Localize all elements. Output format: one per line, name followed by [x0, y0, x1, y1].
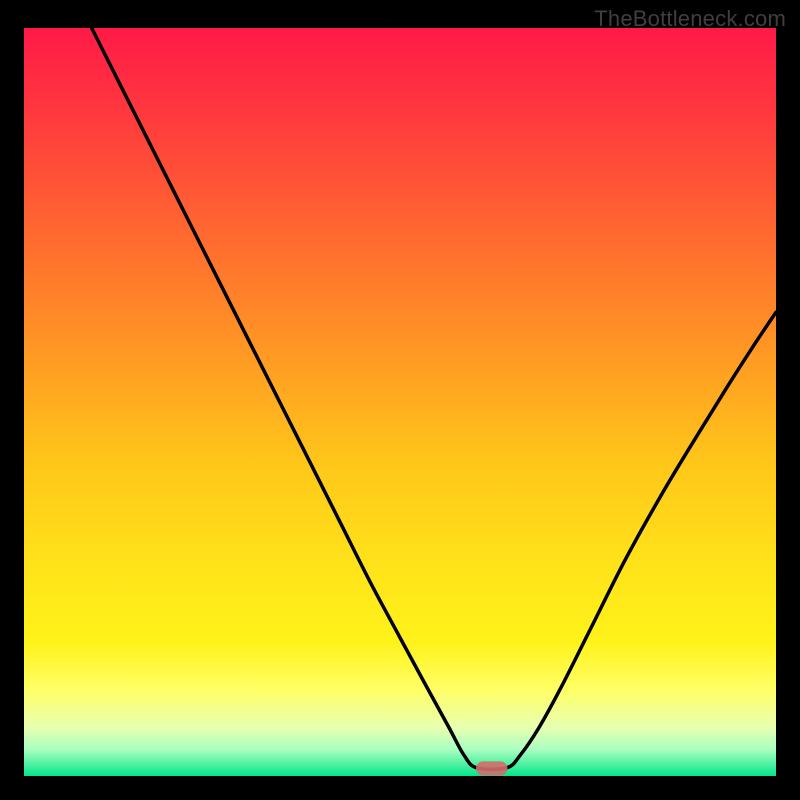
gradient-background	[24, 28, 776, 776]
chart-svg	[24, 28, 776, 776]
plot-area	[24, 28, 776, 776]
min-marker	[476, 761, 508, 775]
chart-frame: TheBottleneck.com	[0, 0, 800, 800]
